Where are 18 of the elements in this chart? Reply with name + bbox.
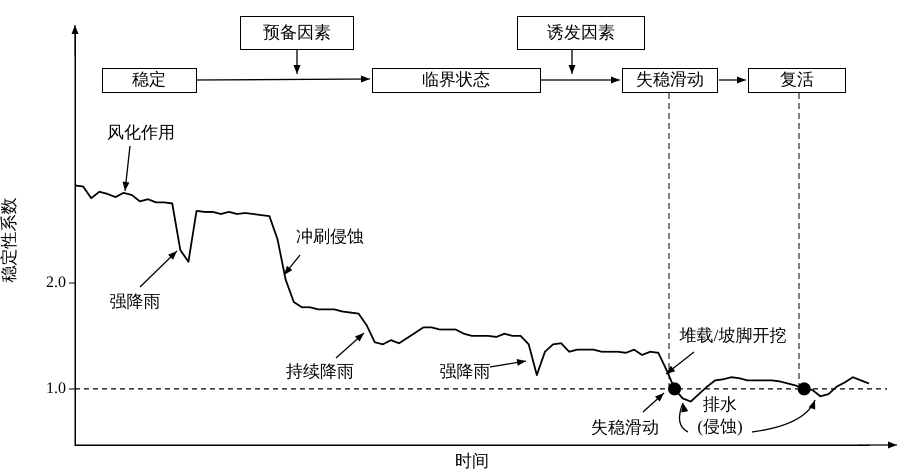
y-axis-title: 稳定性系数 <box>0 198 19 282</box>
annotation: 失稳滑动 <box>591 417 659 439</box>
annotation: 强降雨 <box>110 291 160 313</box>
annotation: 临界状态 <box>422 69 490 91</box>
annotation: 冲刷侵蚀 <box>296 226 364 248</box>
annotation: 复活 <box>780 69 814 91</box>
x-axis-title: 时间 <box>455 451 489 470</box>
y-tick-label: 2.0 <box>46 274 66 292</box>
annotation: 失稳滑动 <box>636 69 704 91</box>
annotation: 预备因素 <box>263 22 331 44</box>
annotation: 持续降雨 <box>286 361 354 383</box>
annotation: 强降雨 <box>440 361 490 383</box>
annotation: 稳定 <box>132 69 166 91</box>
y-tick-label: 1.0 <box>46 380 66 398</box>
annotation: 诱发因素 <box>547 22 615 44</box>
annotation: 堆载/坡脚开挖 <box>680 325 786 347</box>
annotation: 风化作用 <box>107 122 175 144</box>
annotation: 排水 (侵蚀) <box>697 394 743 438</box>
